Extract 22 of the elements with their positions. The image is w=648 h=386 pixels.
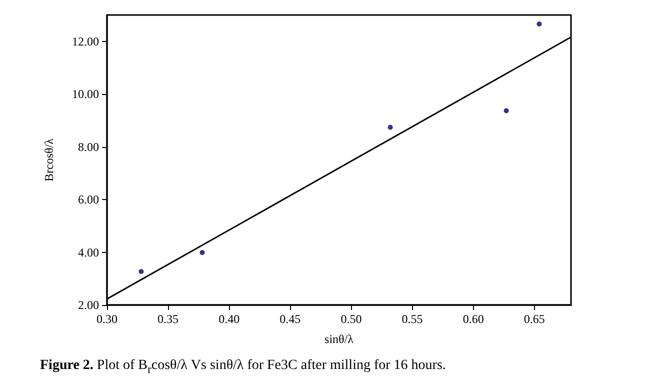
y-tick-label: 10.00 (72, 87, 99, 102)
y-axis-title: Brcosθ/λ (42, 138, 56, 182)
x-tick-label: 0.60 (462, 312, 484, 326)
point (200, 250, 205, 256)
point (138, 269, 144, 274)
y-tick-label: 8.00 (78, 140, 99, 154)
y-tick-label: 2.00 (78, 298, 99, 312)
x-tick-label: 0.55 (402, 312, 423, 326)
point (536, 21, 542, 26)
caption: Figure 2. Plot of B$_{r}$cosθ/λ Vs sinθ/λ for Fe3C after milling for 16 hours. (40, 358, 446, 376)
x-tick-label: 0.40 (218, 312, 240, 326)
y-tick-label: 6.00 (78, 192, 99, 207)
y-tick-label: 4.00 (78, 245, 99, 260)
x-tick-label: 0.50 (340, 312, 362, 326)
point (388, 124, 393, 130)
x-tick-label: 0.30 (96, 312, 118, 326)
x-tick-label: 0.45 (280, 312, 301, 326)
y-tick-label: 12.00 (72, 34, 99, 48)
x-tick-label: 0.65 (524, 312, 545, 326)
point (504, 108, 509, 114)
x-axis-title: sinθ/λ (324, 332, 354, 346)
x-tick-label: 0.35 (158, 312, 179, 326)
